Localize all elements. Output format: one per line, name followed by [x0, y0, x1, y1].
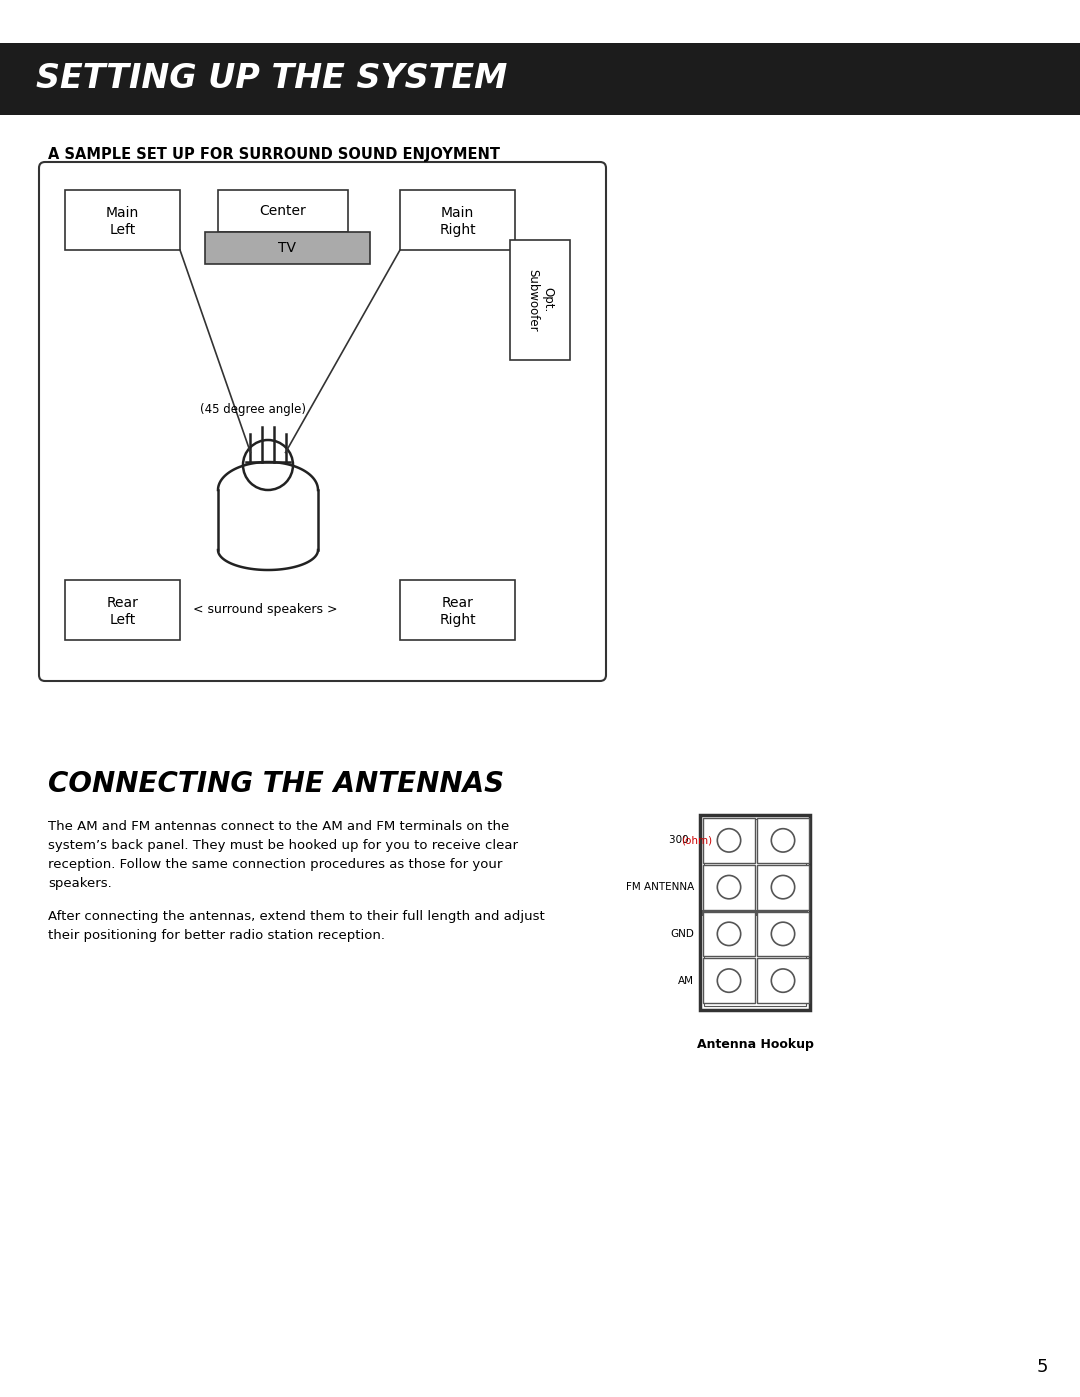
Circle shape [771, 876, 795, 898]
Text: GND: GND [670, 929, 694, 939]
Bar [205, 232, 370, 264]
Text: The AM and FM antennas connect to the AM and FM terminals on the
system’s back p: The AM and FM antennas connect to the AM… [48, 820, 518, 890]
Circle shape [717, 828, 741, 852]
Bar [218, 190, 348, 232]
Circle shape [717, 970, 741, 992]
Text: Center: Center [259, 204, 307, 218]
Circle shape [243, 440, 293, 490]
Bar [757, 958, 809, 1003]
Text: AM: AM [678, 975, 694, 986]
Text: Main: Main [441, 205, 474, 219]
Text: 5: 5 [1036, 1358, 1048, 1376]
Circle shape [717, 876, 741, 898]
FancyBboxPatch shape [39, 162, 606, 680]
Bar [703, 958, 755, 1003]
Circle shape [717, 922, 741, 946]
Text: Rear: Rear [107, 597, 138, 610]
Bar [702, 909, 808, 915]
Bar [700, 814, 810, 1010]
Text: Opt.
Subwoofer: Opt. Subwoofer [526, 268, 554, 331]
Text: Antenna Hookup: Antenna Hookup [697, 1038, 813, 1051]
Text: Rear: Rear [442, 597, 473, 610]
Text: After connecting the antennas, extend them to their full length and adjust
their: After connecting the antennas, extend th… [48, 909, 544, 942]
Text: CONNECTING THE ANTENNAS: CONNECTING THE ANTENNAS [48, 770, 504, 798]
Bar [65, 190, 180, 250]
Bar [0, 43, 1080, 115]
Text: TV: TV [279, 242, 297, 256]
Text: 300: 300 [670, 835, 692, 845]
Bar [703, 865, 755, 909]
Text: (ohm): (ohm) [680, 835, 712, 845]
Text: A SAMPLE SET UP FOR SURROUND SOUND ENJOYMENT: A SAMPLE SET UP FOR SURROUND SOUND ENJOY… [48, 147, 500, 162]
Bar [757, 911, 809, 957]
Text: Main: Main [106, 205, 139, 219]
Text: (45 degree angle): (45 degree angle) [200, 404, 306, 416]
Text: SETTING UP THE SYSTEM: SETTING UP THE SYSTEM [36, 63, 508, 95]
Text: Right: Right [440, 613, 476, 627]
Bar [400, 580, 515, 640]
Bar [510, 240, 570, 360]
Text: Left: Left [109, 224, 136, 237]
Text: < surround speakers >: < surround speakers > [192, 604, 337, 616]
Bar [703, 911, 755, 957]
Bar [757, 819, 809, 863]
Circle shape [771, 828, 795, 852]
Bar [757, 865, 809, 909]
Text: Right: Right [440, 224, 476, 237]
Text: FM ANTENNA: FM ANTENNA [625, 882, 694, 893]
Bar [703, 819, 755, 863]
Bar [65, 580, 180, 640]
Bar [400, 190, 515, 250]
Text: Left: Left [109, 613, 136, 627]
Circle shape [771, 970, 795, 992]
Bar [704, 819, 806, 1006]
Circle shape [771, 922, 795, 946]
